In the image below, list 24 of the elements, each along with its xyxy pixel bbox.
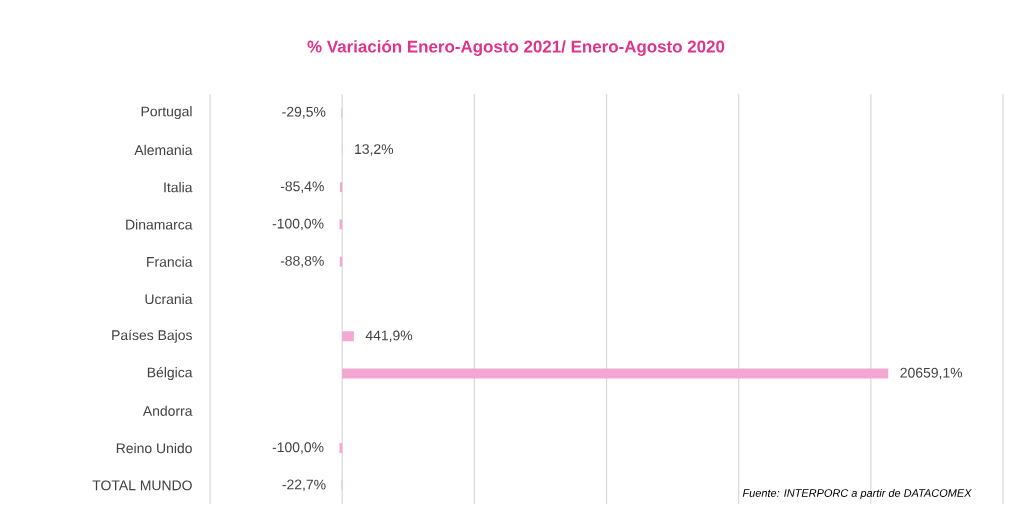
y-tick-label: Alemania [134,144,193,156]
y-tick-label: TOTAL MUNDO [92,480,192,491]
data-label: -29,5% [282,106,326,119]
y-tick-label: Dinamarca [126,219,193,230]
data-label: 13,2% [355,144,394,156]
data-label: 20659,1% [900,367,963,380]
y-tick-label: Portugal [141,106,192,120]
y-tick-label: Andorra [142,405,193,416]
bar [342,331,354,342]
data-label: -100,0% [272,218,324,231]
annotation: Fuente: INTERPORC a partir de DATACOMEX [742,488,972,500]
data-label: -85,4% [280,181,324,193]
y-tick-label: Reino Unido [116,442,192,454]
data-label: -22,7% [282,479,326,492]
y-tick-label: Francia [147,256,193,267]
y-tick-label: Italia [164,182,193,193]
data-label: -100,0% [272,442,324,454]
y-tick-label: Países Bajos [112,329,192,343]
y-tick-label: Ucrania [145,293,193,305]
bar [342,368,889,379]
data-label: 441,9% [365,330,413,343]
chart-title: % Variación Enero-Agosto 2021/ Enero-Agosto 2020 [307,39,725,56]
y-tick-label: Bélgica [147,366,193,381]
data-label: -88,8% [280,255,324,268]
